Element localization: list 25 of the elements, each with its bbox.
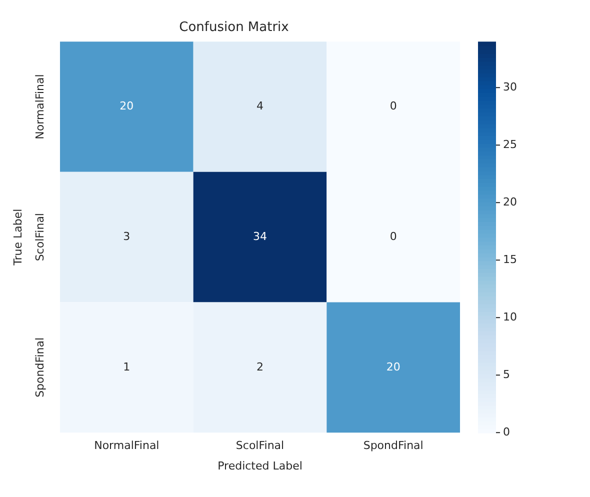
data-label: 0 xyxy=(390,230,397,243)
data-label: 4 xyxy=(256,100,264,113)
x-axis-title: Predicted Label xyxy=(218,459,302,472)
data-label: 20 xyxy=(386,360,400,374)
color-bar-label: 25 xyxy=(503,138,517,151)
chart-title: Confusion Matrix xyxy=(179,20,290,36)
data-label: 0 xyxy=(390,100,397,113)
x-tick-label: NormalFinal xyxy=(94,439,160,452)
x-tick-label: ScolFinal xyxy=(236,439,284,452)
color-bar-label: 15 xyxy=(503,252,517,266)
y-axis-title: True Label xyxy=(11,208,24,266)
color-bar-label: 30 xyxy=(503,80,517,94)
x-tick-label: SpondFinal xyxy=(363,439,424,452)
data-label: 34 xyxy=(253,230,267,243)
y-tick-label: NormalFinal xyxy=(33,74,46,140)
data-label: 2 xyxy=(256,360,264,374)
color-bar-label: 10 xyxy=(503,310,517,324)
color-bar-label: 5 xyxy=(503,368,510,381)
y-tick-label: ScolFinal xyxy=(33,213,46,262)
color-bar-label: 20 xyxy=(503,195,517,208)
color-bar-label: 0 xyxy=(503,425,510,438)
y-tick-label: SpondFinal xyxy=(33,337,46,398)
data-label: 20 xyxy=(120,100,134,113)
data-label: 1 xyxy=(123,360,130,374)
data-label: 3 xyxy=(123,230,130,243)
